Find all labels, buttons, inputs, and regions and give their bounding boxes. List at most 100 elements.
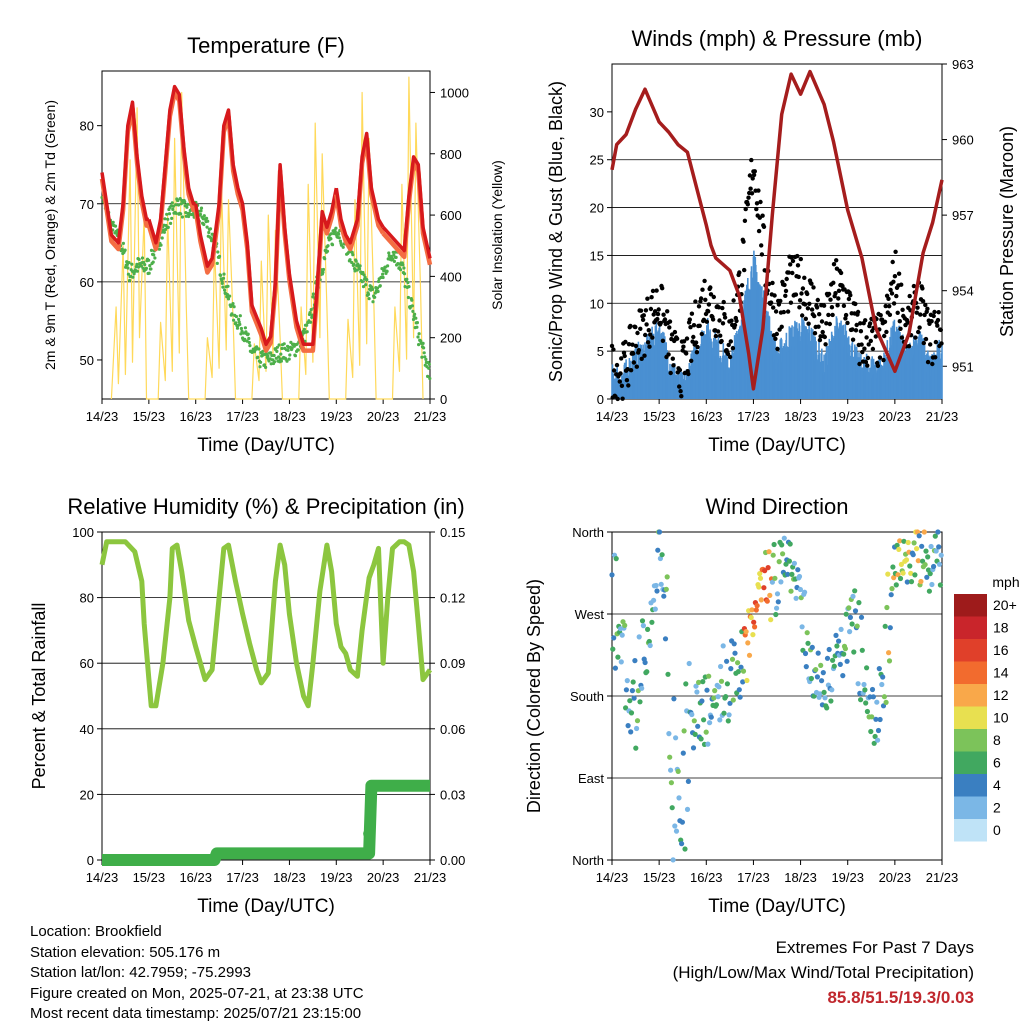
direction-point <box>836 638 842 644</box>
gust-point <box>779 324 784 329</box>
gust-point <box>662 317 668 322</box>
direction-point <box>780 551 786 557</box>
dewpoint-point <box>272 353 276 358</box>
gust-point <box>812 313 817 319</box>
chart-title: Winds (mph) & Pressure (mb) <box>632 26 923 51</box>
x-tick-label: 18/23 <box>273 409 306 424</box>
direction-point <box>873 716 879 722</box>
gust-point <box>899 282 904 287</box>
plot-frame <box>101 531 431 861</box>
direction-point <box>779 542 785 548</box>
dewpoint-point <box>147 258 151 262</box>
direction-point <box>887 625 893 631</box>
x-tick-label: 21/23 <box>414 870 447 885</box>
direction-point <box>928 543 934 550</box>
dewpoint-point <box>310 313 314 317</box>
legend-label: 8 <box>993 732 1001 748</box>
gust-point <box>768 300 774 305</box>
gust-point <box>858 329 864 334</box>
gust-point <box>728 339 733 344</box>
gust-point <box>905 320 910 325</box>
gust-point <box>805 291 810 297</box>
gust-point <box>846 296 852 302</box>
dewpoint-point <box>163 217 167 221</box>
dewpoint-point <box>293 354 297 358</box>
dewpoint-point <box>221 276 226 280</box>
y2-tick-label: 0.03 <box>440 787 465 802</box>
direction-point <box>754 603 760 609</box>
x-axis-label: Time (Day/UTC) <box>197 896 335 917</box>
gust-point <box>669 332 675 337</box>
dewpoint-point <box>165 212 169 216</box>
y-tick-label: 60 <box>80 275 94 290</box>
dewpoint-point <box>202 214 206 218</box>
x-tick-label: 18/23 <box>784 870 817 885</box>
gust-point <box>693 299 698 304</box>
legend-swatch <box>954 819 987 842</box>
gust-point <box>835 303 840 308</box>
dewpoint-point <box>243 337 247 341</box>
direction-point <box>776 559 782 565</box>
gust-point <box>652 309 658 314</box>
dewpoint-point <box>187 214 191 219</box>
dewpoint-point <box>427 366 431 370</box>
dewpoint-point <box>426 374 430 378</box>
gust-point <box>802 275 807 280</box>
legend-label: 6 <box>993 755 1001 771</box>
gust-point <box>894 293 899 299</box>
direction-point <box>802 650 809 657</box>
gust-point <box>843 312 849 318</box>
direction-point <box>911 540 917 546</box>
gust-point <box>819 319 825 324</box>
dewpoint-point <box>420 355 424 359</box>
dewpoint-point <box>366 292 371 296</box>
direction-point <box>725 718 731 724</box>
y-axis-label: Direction (Colored By Speed) <box>524 579 544 813</box>
dewpoint-point <box>373 295 377 299</box>
direction-point <box>718 678 725 684</box>
dewpoint-point <box>231 302 235 306</box>
dewpoint-point <box>302 327 306 331</box>
gust-point <box>615 396 620 402</box>
extremes-values: 85.8/51.5/19.3/0.03 <box>827 988 974 1007</box>
direction-point <box>639 685 645 691</box>
y-tick-label: 25 <box>590 153 604 168</box>
dewpoint-point <box>364 283 368 287</box>
gust-point <box>742 267 747 273</box>
gust-point <box>873 334 878 339</box>
gust-point <box>695 344 700 350</box>
direction-point <box>772 575 778 581</box>
dewpoint-point <box>226 297 231 301</box>
dewpoint-point <box>424 357 428 361</box>
legend-label: 14 <box>993 665 1009 681</box>
dewpoint-point <box>222 272 226 276</box>
dewpoint-point <box>144 266 148 270</box>
gust-point <box>774 331 779 337</box>
gust-point <box>834 258 839 263</box>
y2-tick-label: 400 <box>440 269 462 284</box>
gust-point <box>864 335 869 340</box>
direction-point <box>898 561 905 568</box>
dewpoint-point <box>309 308 313 312</box>
direction-point <box>656 529 663 535</box>
precip-point <box>363 828 374 839</box>
direction-point <box>728 666 734 672</box>
gust-point <box>677 384 682 389</box>
dewpoint-points <box>100 181 432 381</box>
gust-point <box>650 335 655 340</box>
chart-title: Wind Direction <box>705 494 848 519</box>
gust-point <box>667 319 673 324</box>
x-tick-label: 19/23 <box>831 409 864 424</box>
direction-point <box>751 619 757 625</box>
recent-timestamp-text: Most recent data timestamp: 2025/07/21 2… <box>30 1005 362 1022</box>
gust-point <box>661 312 666 317</box>
gust-point <box>870 346 876 352</box>
direction-point <box>717 717 723 723</box>
y2-axis-label: Station Pressure (Maroon) <box>997 126 1017 337</box>
direction-point <box>707 720 713 726</box>
dewpoint-point <box>421 341 425 345</box>
gust-point <box>748 186 753 191</box>
dewpoint-point <box>365 278 369 282</box>
direction-point <box>852 608 859 614</box>
dewpoint-point <box>386 264 390 268</box>
